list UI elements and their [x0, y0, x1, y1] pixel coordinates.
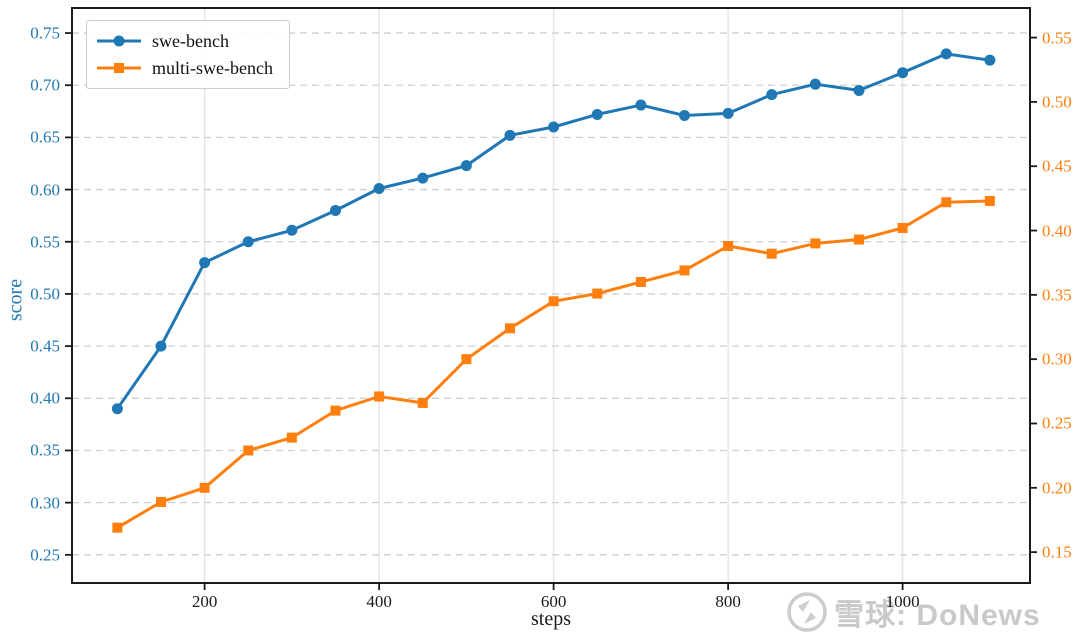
data-point-multi-swe-bench — [853, 234, 864, 245]
data-point-multi-swe-bench — [112, 522, 123, 533]
data-point-swe-bench — [809, 78, 821, 90]
y-left-tick-label: 0.40 — [30, 388, 60, 408]
x-tick-label: 800 — [715, 592, 741, 611]
legend-swatch-line-square-icon — [97, 62, 141, 73]
y-left-tick-label: 0.25 — [30, 545, 60, 565]
xueqiu-logo-icon — [787, 592, 827, 632]
data-point-swe-bench — [417, 172, 429, 184]
y-left-tick-label: 0.50 — [30, 284, 60, 304]
data-point-multi-swe-bench — [243, 445, 254, 456]
y-right-tick-label: 0.30 — [1042, 349, 1072, 369]
y-left-tick-label: 0.65 — [30, 127, 60, 147]
y-right-tick-label: 0.15 — [1042, 542, 1072, 562]
data-point-multi-swe-bench — [810, 238, 821, 249]
data-point-swe-bench — [155, 340, 167, 352]
data-point-multi-swe-bench — [635, 276, 646, 287]
data-point-swe-bench — [853, 84, 865, 96]
y-right-tick-label: 0.55 — [1042, 28, 1072, 48]
data-point-multi-swe-bench — [679, 265, 690, 276]
watermark-text: 雪球: DoNews — [834, 599, 1041, 632]
y-right-tick-label: 0.25 — [1042, 413, 1072, 433]
data-point-multi-swe-bench — [330, 405, 341, 416]
data-point-swe-bench — [373, 183, 385, 195]
x-axis-label-steps: steps — [531, 608, 571, 630]
data-point-multi-swe-bench — [286, 432, 297, 443]
data-point-swe-bench — [199, 257, 211, 269]
plot-border — [71, 7, 1031, 584]
data-point-multi-swe-bench — [548, 296, 559, 307]
x-tick-label: 600 — [540, 592, 567, 611]
data-point-swe-bench — [635, 99, 647, 111]
y-left-tick-label: 0.55 — [30, 232, 60, 252]
y-left-tick-label: 0.35 — [30, 440, 60, 460]
data-point-swe-bench — [286, 224, 298, 236]
data-point-multi-swe-bench — [897, 222, 908, 233]
data-point-swe-bench — [940, 48, 952, 60]
data-point-multi-swe-bench — [374, 391, 385, 402]
y-right-tick-label: 0.35 — [1042, 285, 1072, 305]
data-point-swe-bench — [591, 108, 603, 120]
x-tick-label: 1000 — [885, 592, 920, 611]
data-point-multi-swe-bench — [461, 354, 472, 365]
data-point-swe-bench — [548, 121, 560, 133]
y-axis-label-score: score — [4, 278, 27, 322]
y-left-tick-label: 0.60 — [30, 180, 60, 200]
data-point-swe-bench — [897, 67, 909, 79]
legend-swatch-line-circle-icon — [97, 35, 141, 46]
data-point-multi-swe-bench — [504, 323, 515, 334]
data-point-swe-bench — [111, 403, 123, 415]
legend-entry-swe-bench: swe-bench — [96, 27, 279, 54]
y-right-tick-label: 0.45 — [1042, 156, 1072, 176]
x-tick-label: 400 — [366, 592, 392, 611]
data-point-swe-bench — [722, 107, 734, 119]
data-point-multi-swe-bench — [592, 288, 603, 299]
data-point-swe-bench — [984, 54, 996, 66]
legend-entry-multi-swe-bench: multi-swe-bench — [96, 54, 279, 81]
y-left-tick-label: 0.45 — [30, 336, 60, 356]
y-right-tick-label: 0.40 — [1042, 221, 1072, 241]
y-left-tick-label: 0.30 — [30, 493, 60, 513]
legend-label: swe-bench — [152, 30, 229, 51]
data-point-swe-bench — [329, 204, 341, 216]
data-point-multi-swe-bench — [984, 195, 995, 206]
data-point-multi-swe-bench — [941, 197, 952, 208]
y-right-tick-label: 0.20 — [1042, 478, 1072, 498]
data-point-multi-swe-bench — [417, 397, 428, 408]
legend-label: multi-swe-bench — [152, 57, 273, 78]
y-right-tick-label: 0.50 — [1042, 92, 1072, 112]
data-point-multi-swe-bench — [199, 482, 210, 493]
legend: swe-bench multi-swe-bench — [86, 20, 290, 89]
data-point-multi-swe-bench — [155, 496, 166, 507]
data-point-swe-bench — [460, 160, 472, 172]
data-point-multi-swe-bench — [723, 240, 734, 251]
data-point-multi-swe-bench — [766, 248, 777, 259]
data-point-swe-bench — [504, 129, 516, 141]
x-tick-label: 200 — [191, 592, 218, 611]
watermark: 雪球: DoNews — [786, 590, 1041, 634]
data-point-swe-bench — [766, 89, 778, 101]
data-point-swe-bench — [242, 236, 254, 248]
y-left-tick-label: 0.70 — [30, 75, 60, 95]
y-left-tick-label: 0.75 — [30, 23, 60, 43]
data-point-swe-bench — [678, 109, 690, 121]
